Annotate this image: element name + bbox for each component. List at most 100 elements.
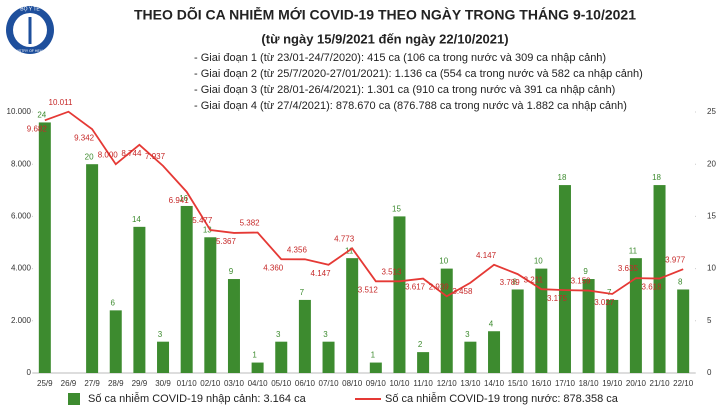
line-label: 4.773: [334, 235, 355, 244]
bar-label: 6: [111, 298, 116, 307]
x-tick-label: 06/10: [295, 379, 316, 388]
bar-label: 9: [229, 267, 234, 276]
bar-label: 18: [558, 173, 567, 182]
logo: BỘ Y TẾ MINISTRY OF HEALTH: [6, 5, 54, 54]
x-tick-label: 08/10: [342, 379, 363, 388]
line-label: 3.027: [594, 298, 615, 307]
bar-label: 24: [37, 111, 46, 120]
line-label: 9.682: [27, 124, 48, 133]
bar: [251, 362, 264, 373]
legend-label: Số ca nhiễm COVID-19 trong nước: 878.358…: [385, 392, 619, 405]
line-label: 7.937: [145, 152, 166, 161]
chart-subtitle: (từ ngày 15/9/2021 đến ngày 22/10/2021): [261, 31, 508, 46]
legend-swatch: [68, 393, 80, 405]
bar: [298, 299, 311, 373]
bar-label: 4: [489, 319, 494, 328]
bar: [511, 289, 524, 373]
y-tick-label: 0: [27, 368, 32, 377]
bar: [582, 279, 595, 373]
line-label: 3.159: [571, 277, 592, 286]
bar: [606, 299, 619, 373]
bar: [86, 164, 99, 373]
x-tick-label: 07/10: [319, 379, 340, 388]
bar: [488, 331, 501, 373]
bar: [157, 341, 170, 373]
bar-label: 8: [512, 278, 517, 287]
x-tick-label: 25/9: [37, 379, 53, 388]
x-tick-label: 11/10: [413, 379, 433, 388]
x-tick-label: 01/10: [177, 379, 198, 388]
line-label: 3.513: [381, 267, 402, 276]
line-label: 10.011: [49, 98, 73, 107]
x-tick-label: 18/10: [579, 379, 600, 388]
x-tick-label: 21/10: [650, 379, 671, 388]
bar-label: 3: [323, 330, 328, 339]
note: - Giai đoạn 3 (từ 28/01-26/4/2021): 1.30…: [194, 84, 615, 96]
line-label: 8.744: [121, 149, 142, 158]
x-tick-label: 05/10: [271, 379, 292, 388]
line-label: 4.147: [311, 269, 332, 278]
y2-tick-label: 0: [707, 368, 712, 377]
x-tick-label: 04/10: [248, 379, 269, 388]
x-tick-label: 16/10: [531, 379, 552, 388]
bar-label: 10: [439, 257, 448, 266]
x-tick-label: 14/10: [484, 379, 505, 388]
bar-label: 2: [418, 340, 423, 349]
note: - Giai đoạn 1 (từ 23/01-24/7/2020): 415 …: [194, 52, 606, 64]
bar: [322, 341, 335, 373]
bar: [535, 268, 548, 373]
y-tick-label: 8.000: [11, 159, 32, 168]
line-label: 3.789: [500, 278, 521, 287]
x-tick-label: 13/10: [460, 379, 481, 388]
line-label: 3.635: [618, 264, 639, 273]
line-label: 6.941: [169, 196, 190, 205]
bar-label: 11: [629, 246, 638, 255]
line-label: 3.977: [665, 255, 686, 264]
line-label: 4.147: [476, 251, 497, 260]
logo-top: BỘ Y TẾ: [20, 5, 40, 12]
bar: [275, 341, 288, 373]
bar: [109, 310, 122, 373]
line-label: 5.367: [216, 237, 237, 246]
bar-label: 3: [276, 330, 281, 339]
y-tick-label: 2.000: [11, 316, 32, 325]
line-label: 3.618: [642, 283, 663, 292]
bar-label: 10: [534, 257, 543, 266]
bar-label: 13: [203, 225, 212, 234]
y2-tick-label: 20: [707, 159, 716, 168]
x-tick-label: 15/10: [508, 379, 529, 388]
y-tick-label: 6.000: [11, 212, 32, 221]
bar: [227, 279, 240, 373]
line-label: 4.356: [287, 245, 308, 254]
bar: [629, 258, 642, 373]
y2-tick-label: 15: [707, 212, 716, 221]
bar: [38, 122, 51, 373]
bar-label: 9: [583, 267, 588, 276]
line-label: 2.939: [429, 282, 450, 291]
logo-bottom: MINISTRY OF HEALTH: [12, 49, 49, 53]
bar-label: 18: [652, 173, 661, 182]
bar: [558, 185, 571, 373]
chart-title: THEO DÕI CA NHIỄM MỚI COVID-19 THEO NGÀY…: [134, 6, 636, 23]
x-tick-label: 27/9: [84, 379, 100, 388]
x-tick-label: 03/10: [224, 379, 245, 388]
y2-tick-label: 25: [707, 107, 716, 116]
x-tick-label: 20/10: [626, 379, 647, 388]
line-label: 4.360: [263, 263, 284, 272]
line-label: 9.342: [74, 133, 95, 142]
x-tick-label: 12/10: [437, 379, 458, 388]
line-label: 5.382: [240, 219, 261, 228]
line-label: 3.458: [452, 287, 473, 296]
bar: [204, 237, 217, 373]
line-label: 3.211: [524, 275, 544, 284]
bar-label: 14: [132, 215, 141, 224]
x-tick-label: 17/10: [555, 379, 576, 388]
line-label: 3.175: [547, 294, 568, 303]
bar-label: 3: [158, 330, 163, 339]
legend-label: Số ca nhiễm COVID-19 nhập cảnh: 3.164 ca: [88, 392, 307, 405]
bar: [464, 341, 477, 373]
x-tick-label: 26/9: [61, 379, 77, 388]
bar-label: 1: [252, 351, 257, 360]
bar-label: 15: [392, 205, 401, 214]
